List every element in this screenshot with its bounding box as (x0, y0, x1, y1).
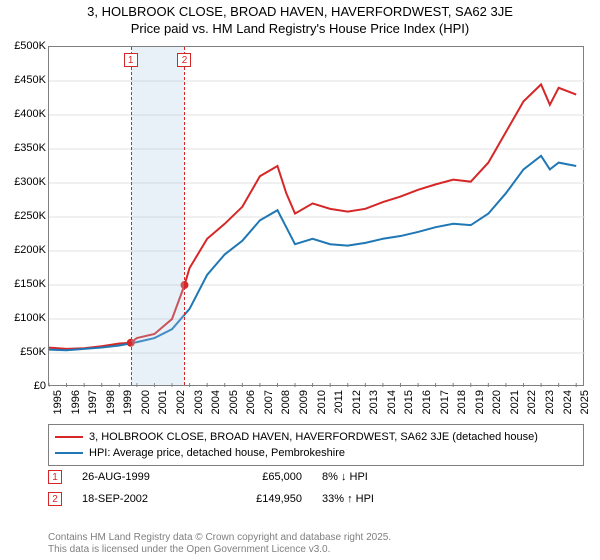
y-tick-label: £300K (2, 176, 46, 188)
x-tick-label: 2025 (579, 390, 591, 414)
legend-swatch (55, 436, 83, 438)
y-tick-label: £0 (2, 380, 46, 392)
x-tick-label: 1999 (122, 390, 134, 414)
x-tick-label: 2000 (140, 390, 152, 414)
transaction-row-1: 1 26-AUG-1999 £65,000 8% ↓ HPI (48, 470, 422, 484)
y-tick-label: £500K (2, 40, 46, 52)
footer-line1: Contains HM Land Registry data © Crown c… (48, 532, 391, 544)
transaction-date: 26-AUG-1999 (82, 471, 202, 483)
title-subtitle: Price paid vs. HM Land Registry's House … (0, 21, 600, 36)
legend-swatch (55, 452, 83, 454)
x-tick-label: 2016 (421, 390, 433, 414)
x-tick-label: 2024 (562, 390, 574, 414)
y-tick-label: £250K (2, 210, 46, 222)
x-tick-label: 2015 (403, 390, 415, 414)
x-tick-label: 2008 (280, 390, 292, 414)
transaction-badge: 1 (124, 53, 138, 67)
x-tick-label: 2013 (368, 390, 380, 414)
legend-item-price-paid: 3, HOLBROOK CLOSE, BROAD HAVEN, HAVERFOR… (55, 429, 577, 445)
x-tick-label: 2009 (298, 390, 310, 414)
transaction-date: 18-SEP-2002 (82, 493, 202, 505)
transaction-marker: 1 (48, 470, 62, 484)
footer-attribution: Contains HM Land Registry data © Crown c… (48, 532, 391, 556)
x-tick-label: 1997 (87, 390, 99, 414)
x-tick-label: 2005 (228, 390, 240, 414)
x-tick-label: 2014 (386, 390, 398, 414)
transaction-price: £65,000 (222, 471, 302, 483)
x-tick-label: 2017 (439, 390, 451, 414)
x-tick-label: 2003 (193, 390, 205, 414)
y-tick-label: £200K (2, 244, 46, 256)
chart-container: 3, HOLBROOK CLOSE, BROAD HAVEN, HAVERFOR… (0, 0, 600, 560)
chart-svg (49, 47, 585, 387)
title-address: 3, HOLBROOK CLOSE, BROAD HAVEN, HAVERFOR… (0, 4, 600, 19)
x-tick-label: 2011 (333, 390, 345, 414)
x-tick-label: 2001 (157, 390, 169, 414)
legend-label: HPI: Average price, detached house, Pemb… (89, 447, 345, 459)
x-tick-label: 2023 (544, 390, 556, 414)
x-tick-label: 1995 (52, 390, 64, 414)
legend-item-hpi: HPI: Average price, detached house, Pemb… (55, 445, 577, 461)
x-tick-label: 2021 (509, 390, 521, 414)
plot-area: 12 (48, 46, 584, 386)
x-tick-label: 2019 (474, 390, 486, 414)
legend: 3, HOLBROOK CLOSE, BROAD HAVEN, HAVERFOR… (48, 424, 584, 466)
footer-line2: This data is licensed under the Open Gov… (48, 544, 391, 556)
chart-title: 3, HOLBROOK CLOSE, BROAD HAVEN, HAVERFOR… (0, 0, 600, 36)
x-tick-label: 2018 (456, 390, 468, 414)
y-tick-label: £350K (2, 142, 46, 154)
transaction-price: £149,950 (222, 493, 302, 505)
y-tick-label: £150K (2, 278, 46, 290)
y-tick-label: £100K (2, 312, 46, 324)
x-tick-label: 2022 (526, 390, 538, 414)
x-tick-label: 2010 (316, 390, 328, 414)
y-tick-label: £50K (2, 346, 46, 358)
transaction-badge: 2 (177, 53, 191, 67)
y-tick-label: £450K (2, 74, 46, 86)
x-tick-label: 1996 (70, 390, 82, 414)
x-tick-label: 2020 (491, 390, 503, 414)
x-tick-label: 1998 (105, 390, 117, 414)
transaction-delta: 33% ↑ HPI (322, 493, 422, 505)
transaction-delta: 8% ↓ HPI (322, 471, 422, 483)
transaction-row-2: 2 18-SEP-2002 £149,950 33% ↑ HPI (48, 492, 422, 506)
x-tick-label: 2006 (245, 390, 257, 414)
y-tick-label: £400K (2, 108, 46, 120)
x-tick-label: 2002 (175, 390, 187, 414)
legend-label: 3, HOLBROOK CLOSE, BROAD HAVEN, HAVERFOR… (89, 431, 538, 443)
transaction-marker: 2 (48, 492, 62, 506)
x-tick-label: 2007 (263, 390, 275, 414)
x-tick-label: 2012 (351, 390, 363, 414)
x-tick-label: 2004 (210, 390, 222, 414)
